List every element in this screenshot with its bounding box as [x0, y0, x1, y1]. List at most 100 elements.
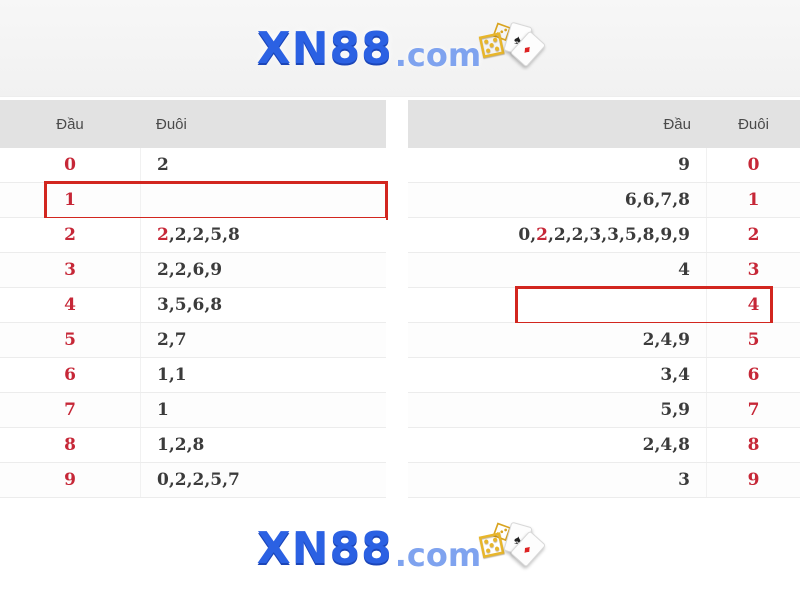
digit-list: 2,7 — [157, 330, 187, 350]
index-digit-cell: 5 — [747, 330, 760, 350]
table-row: 4 3,5,6,8 — [0, 288, 386, 323]
values-cell: 3,5,6,8 — [140, 288, 386, 322]
values-cell: 2,2,6,9 — [140, 253, 386, 287]
index-digit-cell: 3 — [64, 260, 76, 280]
table-header-row: Đầu Đuôi — [408, 100, 800, 148]
digit-list: 2,2,6,9 — [157, 260, 223, 280]
logo-tld-text: .com — [394, 36, 482, 74]
index-digit-cell: 1 — [64, 190, 76, 210]
logo-tld-text: .com — [394, 536, 482, 574]
index-digit-cell: 4 — [747, 295, 760, 315]
table-body: 9 0 6,6,7,8 1 0, 2,2,2,3,3,5,8,9,9 2 4 3 4 2,4,9 5 3… — [408, 148, 800, 498]
digit-list: 2,4,9 — [642, 330, 690, 350]
column-header-duoi: Đuôi — [156, 115, 187, 133]
site-logo[interactable]: XN88 .com ⚂ ⚄ ♠ ♦ — [256, 18, 547, 78]
values-cell: 2,4,9 — [408, 323, 707, 357]
index-digit-cell: 0 — [747, 155, 760, 175]
index-digit-cell: 1 — [747, 190, 760, 210]
values-cell: 3 — [408, 463, 707, 497]
table-row: 6 1,1 — [0, 358, 386, 393]
index-digit-cell: 2 — [747, 225, 760, 245]
table-row: 2,4,8 8 — [408, 428, 800, 463]
head-table: Đầu Đuôi 0 2 1 2 2,2,2,5,8 3 2,2,6,9 4 3,5,6,8 5 2… — [0, 100, 388, 498]
values-cell: 1,2,8 — [140, 428, 386, 462]
values-cell: 3,4 — [408, 358, 707, 392]
values-cell — [140, 183, 386, 217]
index-digit-cell: 7 — [64, 400, 76, 420]
digit-list: 1,2,8 — [157, 435, 205, 455]
tail-table: Đầu Đuôi 9 0 6,6,7,8 1 0, 2,2,2,3,3,5,8,9,9 2 4… — [408, 100, 800, 498]
column-header-duoi: Đuôi — [738, 115, 769, 133]
table-row: 3,4 6 — [408, 358, 800, 393]
values-cell — [408, 288, 707, 322]
index-digit-cell: 6 — [747, 365, 760, 385]
digit-list: 1 — [157, 400, 169, 420]
index-digit-cell: 7 — [747, 400, 760, 420]
digit-list: 4 — [678, 260, 690, 280]
index-digit-cell: 6 — [64, 365, 76, 385]
digit-list: 5,9 — [660, 400, 690, 420]
index-digit-cell: 3 — [747, 260, 760, 280]
values-cell: 4 — [408, 253, 707, 287]
table-row: 0, 2,2,2,3,3,5,8,9,9 2 — [408, 218, 800, 253]
logo-icon-cluster: ⚂ ⚄ ♠ ♦ — [476, 518, 547, 578]
table-row: 5 2,7 — [0, 323, 386, 358]
index-digit-cell: 9 — [747, 470, 760, 490]
values-cell: 2 — [140, 148, 386, 182]
values-cell: 0, 2,2,2,3,3,5,8,9,9 — [408, 218, 707, 252]
digit-list: 3 — [678, 470, 690, 490]
site-logo[interactable]: XN88 .com ⚂ ⚄ ♠ ♦ — [256, 518, 547, 578]
highlighted-digit: 2 — [157, 225, 169, 245]
table-row: 3 2,2,6,9 — [0, 253, 386, 288]
index-digit-cell: 5 — [64, 330, 76, 350]
table-row: 2 2,2,2,5,8 — [0, 218, 386, 253]
table-row: 9 0,2,2,5,7 — [0, 463, 386, 498]
table-row: 4 — [408, 286, 800, 325]
logo-brand-text: XN88 — [256, 522, 393, 574]
logo-brand-text: XN88 — [256, 22, 393, 74]
index-digit-cell: 8 — [64, 435, 76, 455]
digit-list: 9 — [678, 155, 690, 175]
table-row: 5,9 7 — [408, 393, 800, 428]
index-digit-cell: 8 — [747, 435, 760, 455]
digit-list: 2,4,8 — [642, 435, 690, 455]
values-cell: 2,2,2,5,8 — [140, 218, 386, 252]
table-row: 6,6,7,8 1 — [408, 183, 800, 218]
digit-list: 3,4 — [660, 365, 690, 385]
digit-list: 0,2,2,5,7 — [157, 470, 240, 490]
values-cell: 0,2,2,5,7 — [140, 463, 386, 497]
digit-list: 3,5,6,8 — [157, 295, 223, 315]
digit-list: 6,6,7,8 — [624, 190, 690, 210]
values-cell: 6,6,7,8 — [408, 183, 707, 217]
values-cell: 2,4,8 — [408, 428, 707, 462]
table-row: 8 1,2,8 — [0, 428, 386, 463]
digit-list: 0, — [518, 225, 537, 245]
index-digit-cell: 2 — [64, 225, 76, 245]
digit-list: 2 — [157, 155, 169, 175]
index-digit-cell: 4 — [64, 295, 76, 315]
index-digit-cell: 9 — [64, 470, 76, 490]
values-cell: 9 — [408, 148, 707, 182]
digit-list: 1,1 — [157, 365, 187, 385]
table-body: 0 2 1 2 2,2,2,5,8 3 2,2,6,9 4 3,5,6,8 5 2,7 6 1,1 7 1 8… — [0, 148, 388, 498]
highlighted-digit: 2 — [536, 225, 549, 245]
digit-list: ,2,2,5,8 — [168, 225, 240, 245]
index-digit-cell: 0 — [64, 155, 76, 175]
table-row: 2,4,9 5 — [408, 323, 800, 358]
logo-icon-cluster: ⚂ ⚄ ♠ ♦ — [476, 18, 547, 78]
values-cell: 5,9 — [408, 393, 707, 427]
column-header-dau: Đầu — [663, 115, 691, 133]
head-tail-statistics: Đầu Đuôi 0 2 1 2 2,2,2,5,8 3 2,2,6,9 4 3,5,6,8 5 2… — [0, 100, 800, 498]
table-header-row: Đầu Đuôi — [0, 100, 386, 148]
table-gap — [386, 100, 408, 498]
values-cell: 1,1 — [140, 358, 386, 392]
table-row: 1 — [0, 181, 388, 220]
values-cell: 1 — [140, 393, 386, 427]
values-cell: 2,7 — [140, 323, 386, 357]
digit-list: ,2,2,3,3,5,8,9,9 — [548, 225, 690, 245]
